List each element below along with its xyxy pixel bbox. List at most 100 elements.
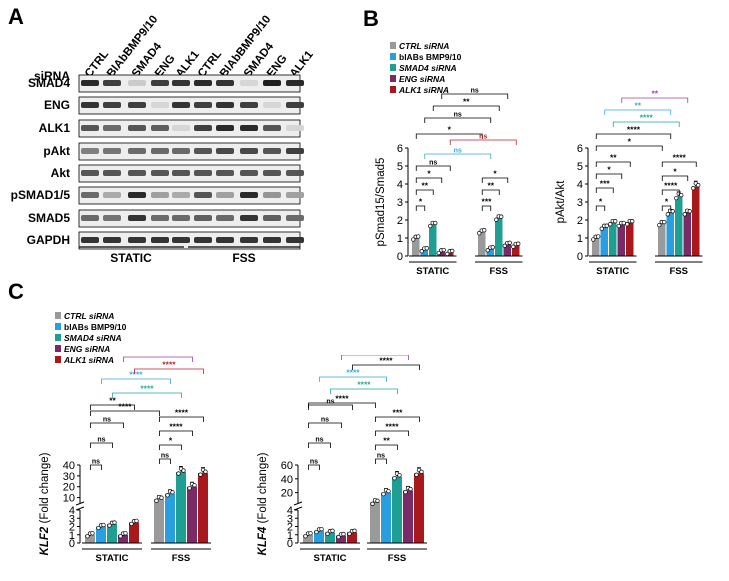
data-point xyxy=(416,234,421,239)
data-point xyxy=(303,534,308,539)
blot-band xyxy=(286,80,304,86)
bracket-line xyxy=(90,442,113,448)
significance-bracket: * xyxy=(661,167,689,181)
data-point xyxy=(319,526,324,532)
significance-bracket: ** xyxy=(621,89,689,103)
significance-bracket: ns xyxy=(424,148,492,159)
blot-band xyxy=(128,237,146,243)
significance-label: **** xyxy=(673,153,687,163)
data-point xyxy=(630,219,635,224)
bracket-line xyxy=(661,189,680,195)
significance-bracket: ns xyxy=(424,112,492,123)
bar xyxy=(392,476,402,543)
data-point xyxy=(403,489,408,495)
data-point xyxy=(381,491,386,497)
bar xyxy=(414,473,424,543)
blot-band xyxy=(172,125,190,131)
significance-bracket: **** xyxy=(159,408,204,422)
significance-label: **** xyxy=(175,408,189,418)
data-point xyxy=(441,247,446,253)
y-axis: 0 1 2 3 4 5 6 xyxy=(397,143,409,263)
blot-band xyxy=(103,215,121,221)
data-point xyxy=(428,223,433,229)
blot-row-label: SMAD4 xyxy=(28,76,70,90)
y-tick-label: 2 xyxy=(577,215,583,227)
data-point xyxy=(134,518,139,524)
bar xyxy=(303,534,313,543)
legend-entry: SMAD4 siRNA xyxy=(64,333,122,343)
blot-row-label: ALK1 xyxy=(39,121,71,135)
significance-bracket: ns xyxy=(308,417,342,428)
bracket-line xyxy=(308,442,331,448)
significance-bracket: **** xyxy=(101,370,171,384)
blot-band xyxy=(240,148,258,154)
blot-band xyxy=(216,80,234,86)
bracket-line xyxy=(90,410,160,416)
bracket-line xyxy=(415,177,443,183)
legend-entry: blABs BMP9/10 xyxy=(399,52,462,62)
blot-band xyxy=(240,125,258,131)
blot-band xyxy=(194,237,212,243)
blot-band xyxy=(128,148,146,154)
data-point xyxy=(674,195,679,201)
significance-bracket: **** xyxy=(352,356,420,370)
data-point xyxy=(424,246,429,251)
bracket-line xyxy=(595,173,623,179)
significance-bracket: * xyxy=(595,197,606,211)
bracket-line xyxy=(375,430,409,436)
bracket-line xyxy=(441,93,509,99)
data-point xyxy=(450,248,455,254)
blot-band xyxy=(286,237,304,243)
blot-band xyxy=(172,215,190,221)
data-point xyxy=(352,528,357,533)
bar xyxy=(198,473,208,543)
significance-label: ns xyxy=(471,88,479,95)
bar xyxy=(336,535,346,543)
blot-band xyxy=(263,170,281,176)
y-axis-label: KLF4 (Fold change) xyxy=(257,452,269,555)
significance-bracket: **** xyxy=(375,422,409,436)
blot-band xyxy=(194,192,212,198)
bracket-line xyxy=(595,205,606,211)
data-point xyxy=(604,223,609,228)
data-point xyxy=(129,521,134,527)
significance-label: **** xyxy=(346,368,360,378)
significance-bracket: ** xyxy=(90,396,135,410)
legend-entry: ENG siRNA xyxy=(64,344,110,354)
significance-label: ** xyxy=(610,153,617,163)
blot-band xyxy=(286,102,304,108)
y-tick-label: 40 xyxy=(281,474,293,486)
data-point xyxy=(118,534,123,539)
blot-band xyxy=(81,170,99,176)
bracket-line xyxy=(449,139,517,145)
axis-break xyxy=(76,504,213,509)
data-point xyxy=(112,520,117,525)
y-tick-label: 0 xyxy=(577,251,583,263)
significance-label: ns xyxy=(326,399,334,406)
data-point xyxy=(176,471,181,476)
panel-b-letter: B xyxy=(363,6,379,31)
bracket-line xyxy=(661,205,672,211)
blot-band xyxy=(216,192,234,198)
blot-band xyxy=(151,102,169,108)
data-point xyxy=(696,183,701,188)
significance-label: ** xyxy=(651,89,658,99)
blot-row-label: ENG xyxy=(44,98,70,112)
x-group-label: FSS xyxy=(388,553,406,564)
y-tick-label: 2 xyxy=(69,522,75,534)
y-tick-label: 4 xyxy=(397,179,403,191)
significance-bracket: **** xyxy=(330,380,398,394)
legend-entry: blABs BMP9/10 xyxy=(64,322,127,332)
y-tick-label: 2 xyxy=(287,522,293,534)
blot-band xyxy=(263,148,281,154)
legend-swatch xyxy=(55,345,61,352)
x-group-label: STATIC xyxy=(596,266,629,277)
legend-swatch xyxy=(390,75,396,82)
bar xyxy=(666,212,674,256)
significance-label: *** xyxy=(393,408,404,418)
bar xyxy=(658,223,666,256)
blot-band xyxy=(128,102,146,108)
significance-bracket: **** xyxy=(134,360,204,374)
